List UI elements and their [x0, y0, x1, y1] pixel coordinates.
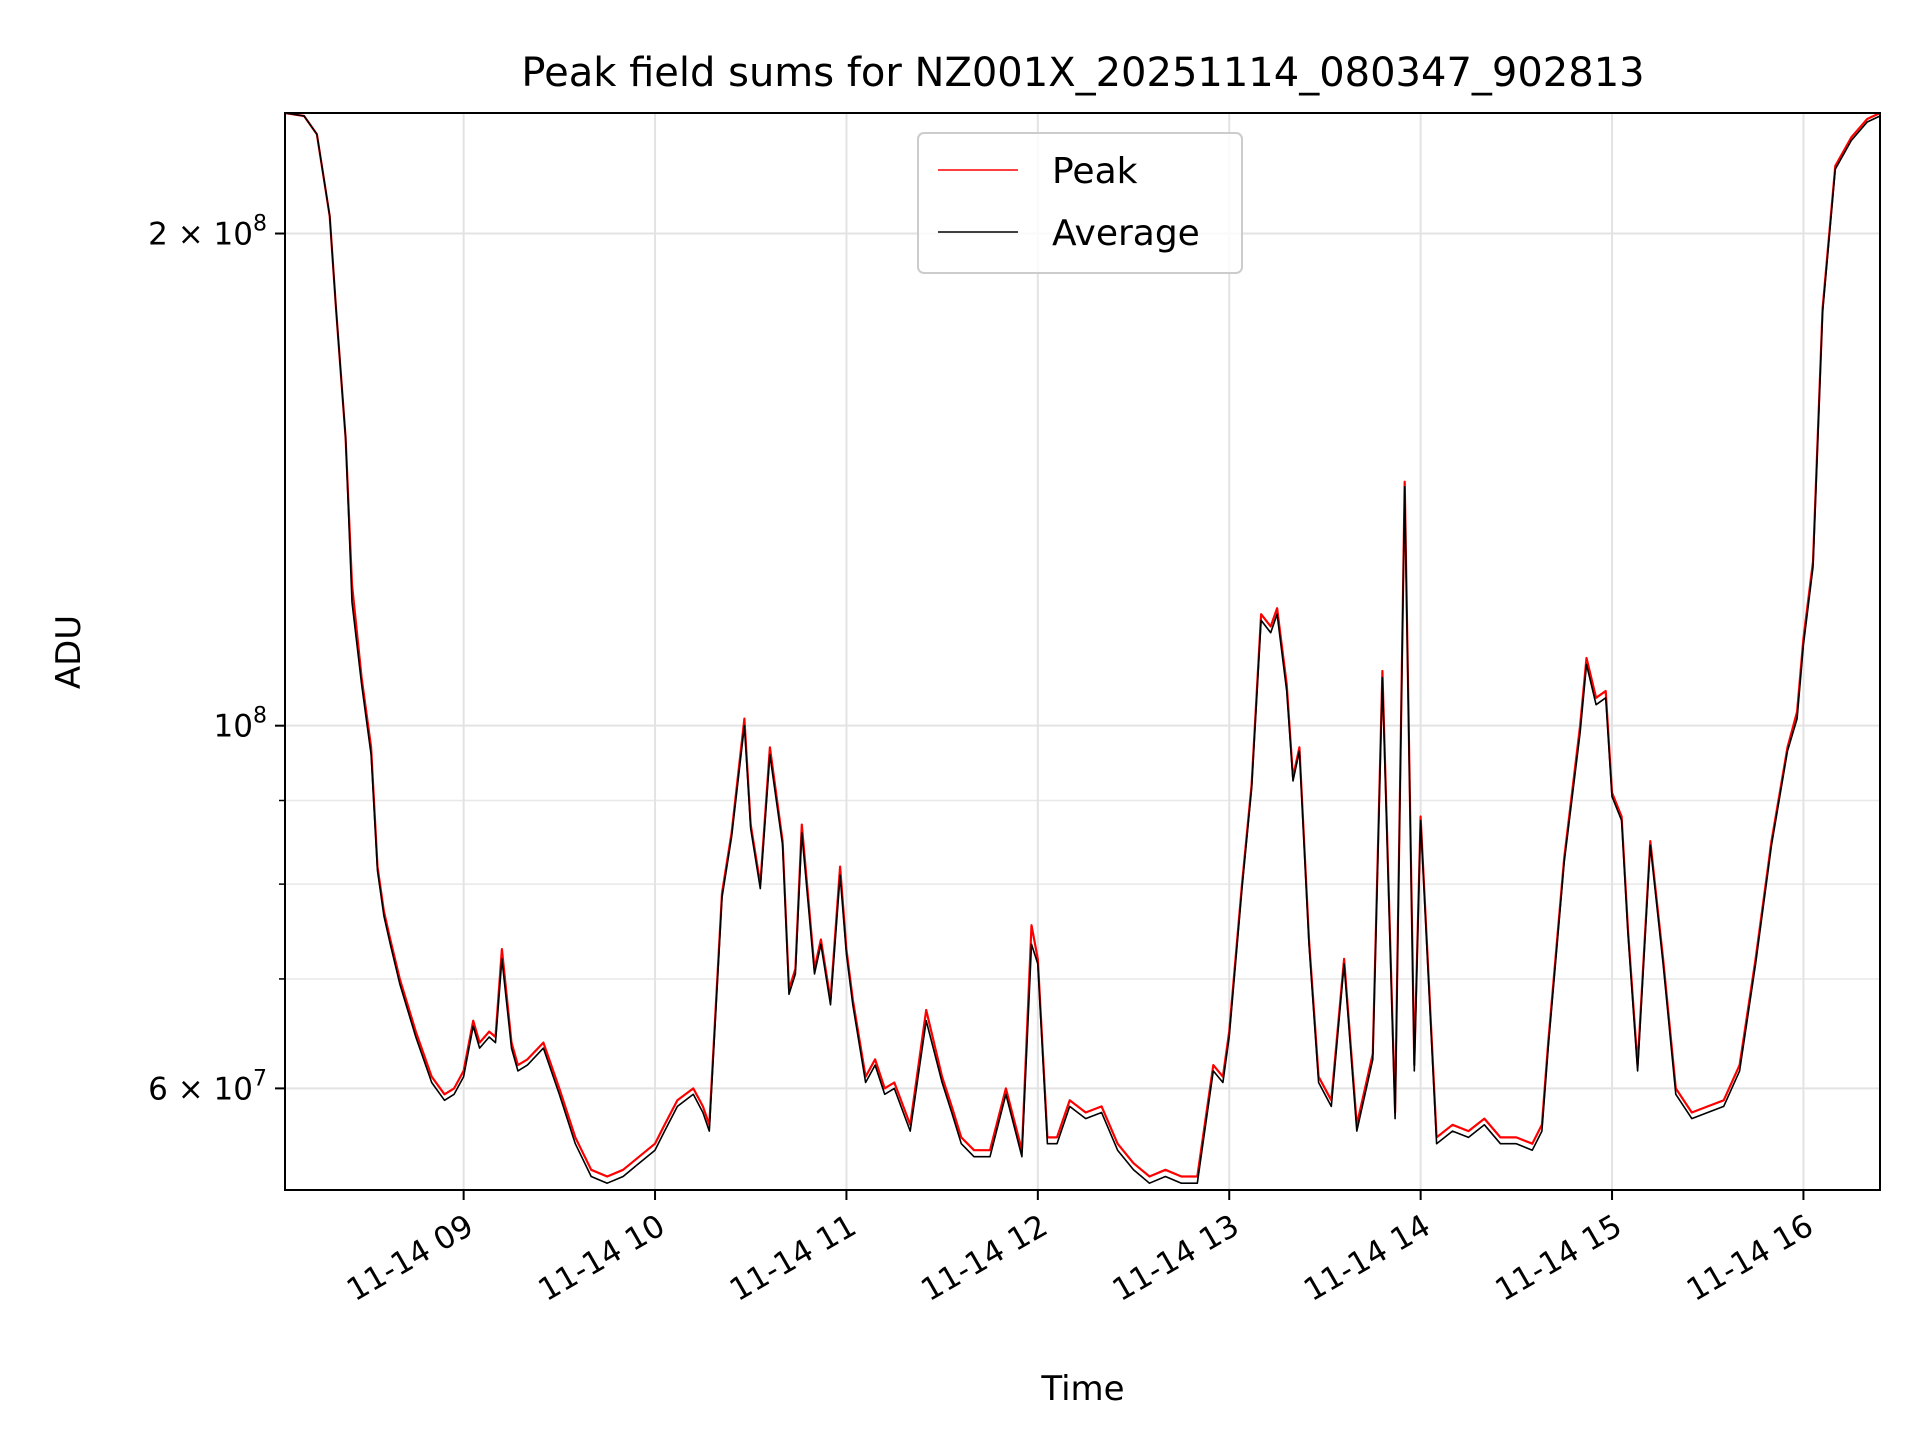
y-tick-label: 6 × 107 — [148, 1066, 267, 1107]
series-layer — [284, 111, 1881, 1184]
y-tick-label-exponent: 7 — [253, 1066, 267, 1091]
y-tick-label: 108 — [214, 704, 267, 745]
plot-frame — [284, 112, 1881, 1191]
legend-box — [917, 132, 1243, 274]
y-tick-label-exponent: 8 — [253, 212, 267, 237]
series-line-average — [284, 112, 1881, 1184]
y-tick-label-exponent: 8 — [253, 704, 267, 729]
legend-label-peak: Peak — [1052, 151, 1138, 192]
y-tick-label-base: 10 — [214, 709, 253, 745]
chart-title: Peak field sums for NZ001X_20251114_0803… — [521, 50, 1644, 96]
y-axis-label: ADU — [49, 615, 89, 689]
y-tick-label-base: 2 × 10 — [148, 217, 253, 253]
legend: Peak Average — [917, 132, 1243, 274]
y-tick-label-base: 6 × 10 — [148, 1071, 253, 1107]
legend-label-average: Average — [1052, 213, 1200, 254]
y-tick-label: 2 × 108 — [148, 212, 267, 253]
x-axis-label: Time — [1040, 1369, 1124, 1409]
